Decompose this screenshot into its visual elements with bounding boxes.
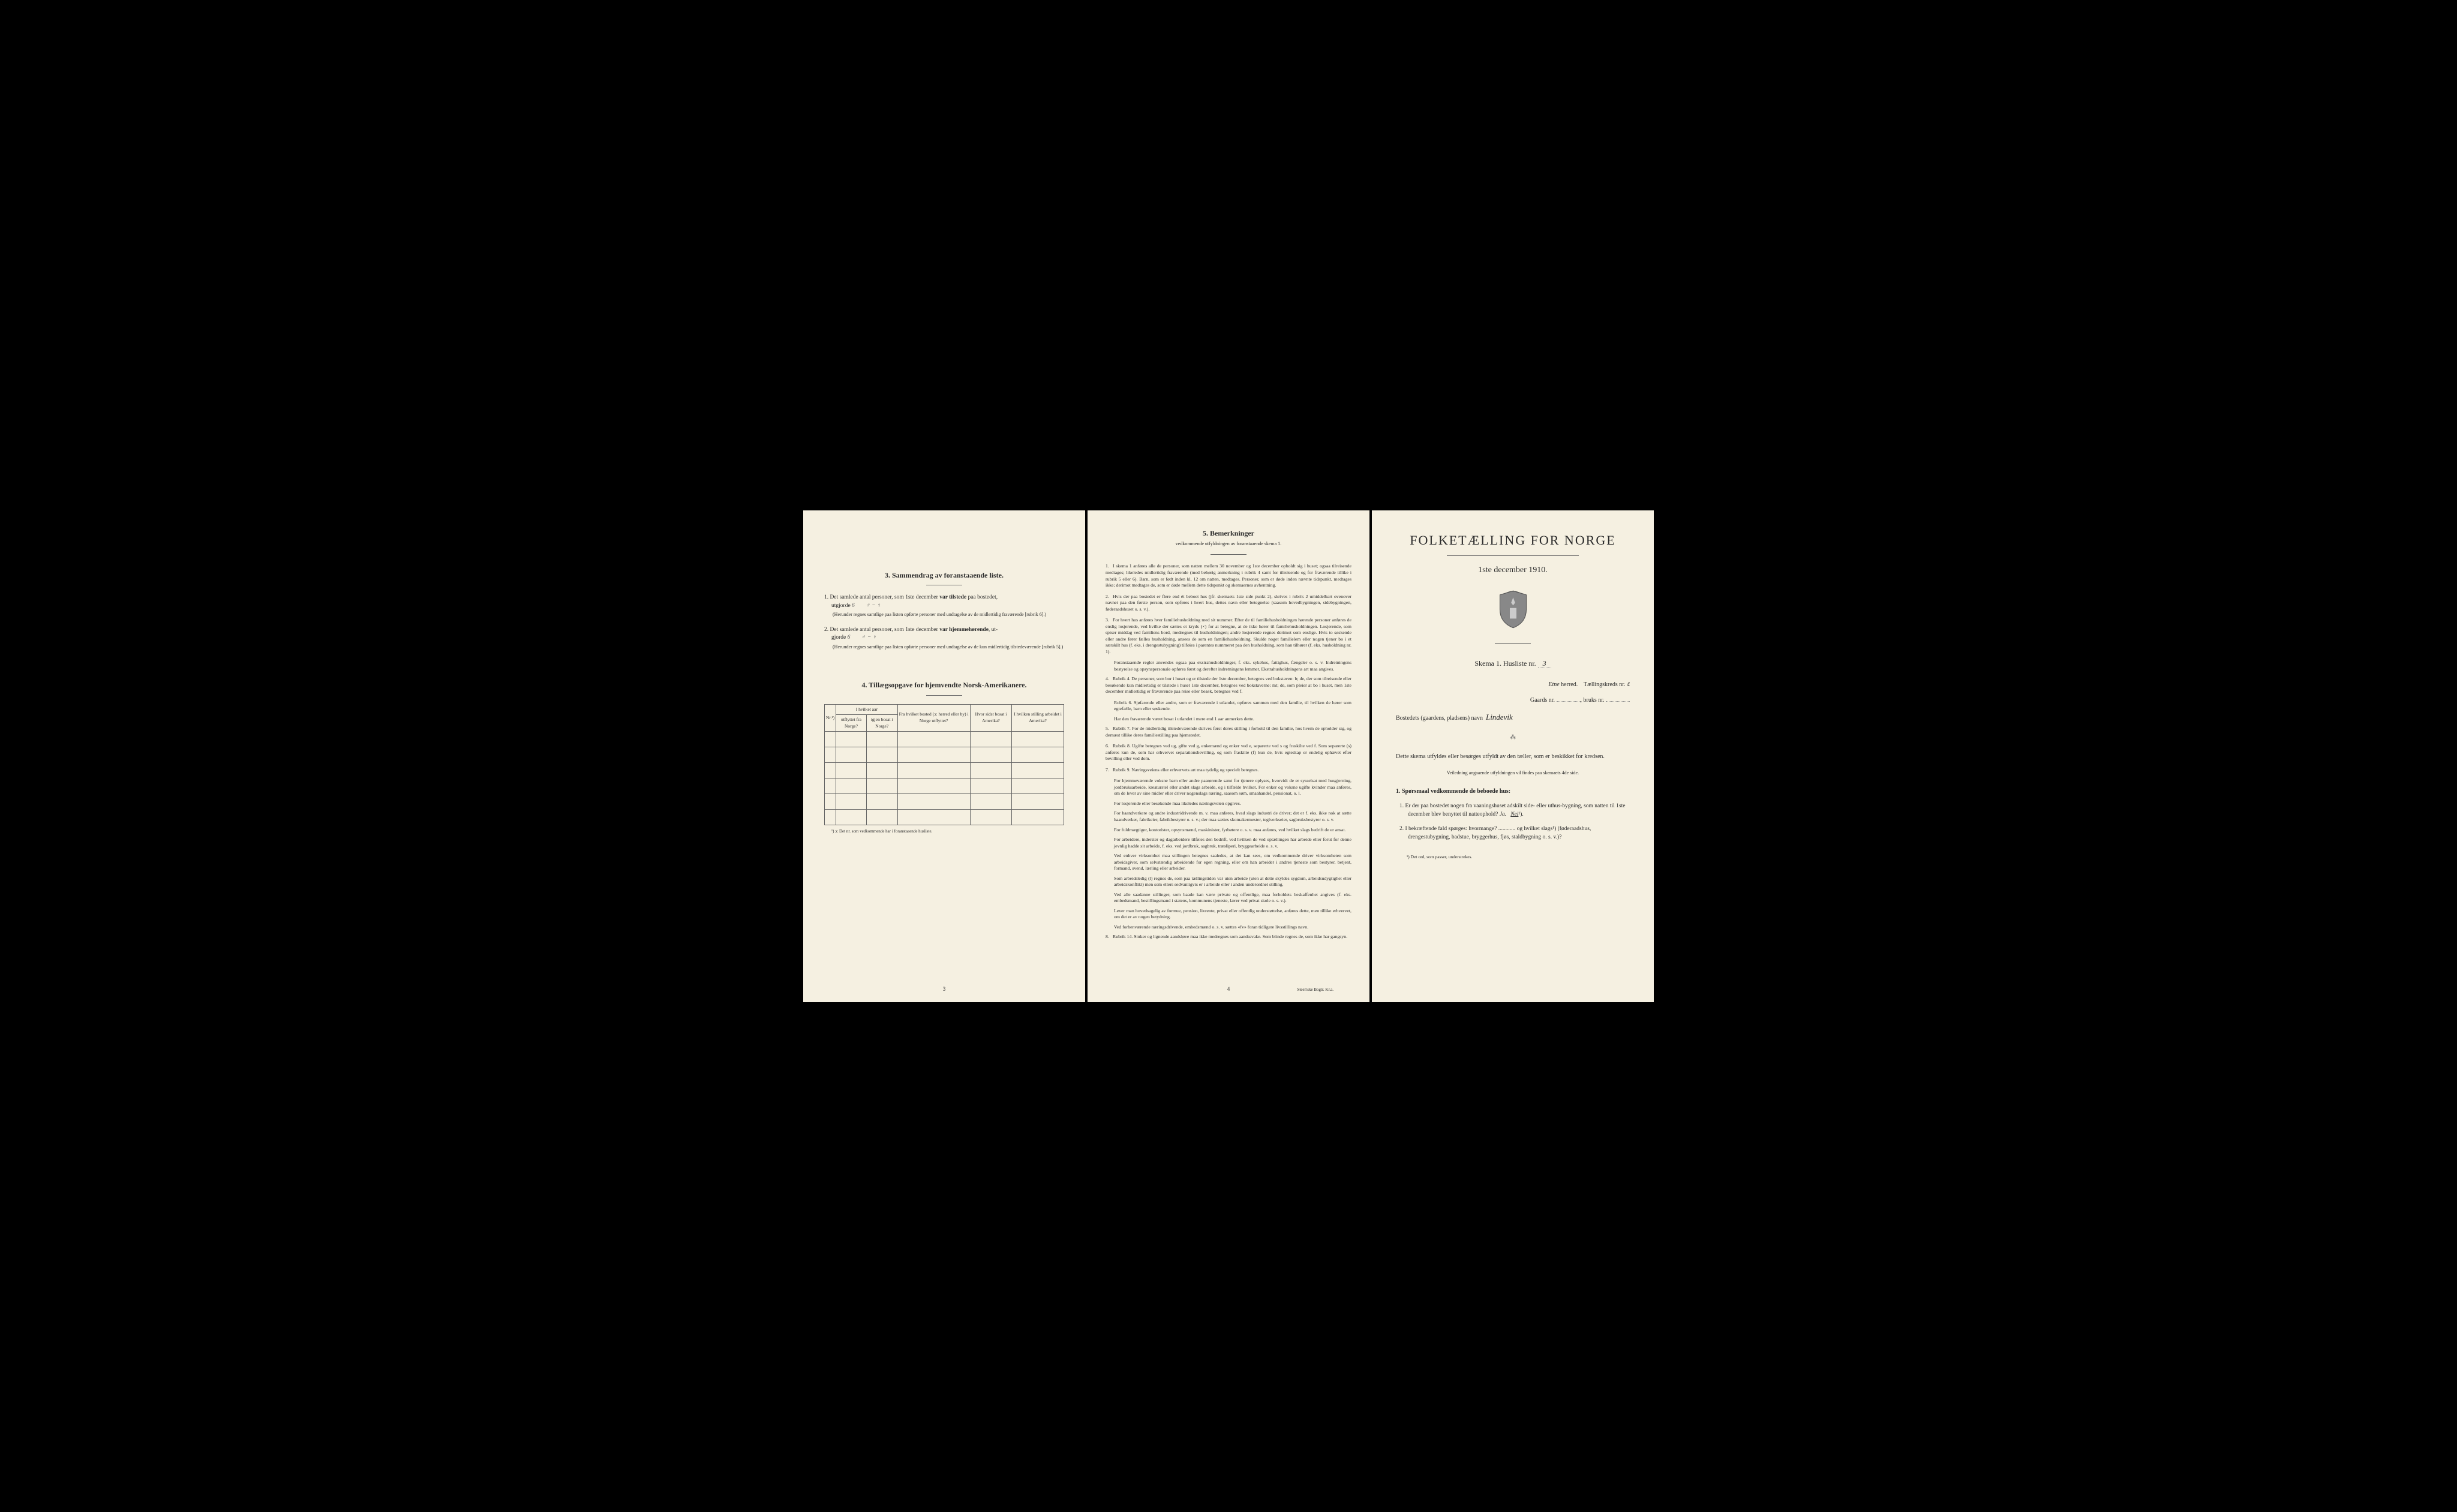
instruction-text: Dette skema utfyldes eller besørges utfy… — [1396, 753, 1630, 761]
table-row — [825, 794, 1064, 810]
hjemme-marks: ♂ − ♀ — [861, 635, 876, 641]
tilstede-count: 6 — [852, 603, 855, 609]
right-footnote: ¹) Det ord, som passer, understrekes. — [1396, 854, 1630, 861]
section-4-heading: 4. Tillægsopgave for hjemvendte Norsk-Am… — [824, 680, 1064, 690]
divider — [1447, 555, 1579, 556]
th-stilling: I hvilken stilling arbeidet i Amerika? — [1012, 704, 1064, 732]
remark-sub: Lever man hovedsagelig av formue, pensio… — [1106, 908, 1351, 921]
remark-sub: Ved alle saadanne stillinger, som baade … — [1106, 892, 1351, 904]
herred-line: Etne herred. Tællingskreds nr. 4 — [1396, 681, 1630, 689]
section-5-sub: vedkommende utfyldningen av foranstaaend… — [1106, 540, 1351, 547]
th-utflyttet: utflyttet fra Norge? — [836, 715, 867, 732]
remark-item: 2.Hvis der paa bostedet er flere end ét … — [1106, 594, 1351, 613]
guidance-text: Veiledning angaaende utfyldningen vil fi… — [1396, 769, 1630, 776]
skema-line: Skema 1. Husliste nr. 3 — [1396, 659, 1630, 669]
bruks-value — [1606, 701, 1630, 702]
remark-item: 4.Rubrik 4. De personer, som bor i huset… — [1106, 676, 1351, 695]
remark-sub: For haandverkere og andre industridriven… — [1106, 810, 1351, 823]
remark-item: 5.Rubrik 7. For de midlertidig tilstedev… — [1106, 726, 1351, 738]
tkreds-value: 4 — [1627, 681, 1630, 688]
remark-sub: For hjemmeværende voksne barn eller andr… — [1106, 778, 1351, 797]
question-section: 1. Spørsmaal vedkommende de beboede hus:… — [1396, 787, 1630, 842]
page-3: 3. Sammendrag av foranstaaende liste. 1.… — [803, 510, 1085, 1002]
remark-sub: Ved enhver virksomhet maa stillingen bet… — [1106, 853, 1351, 872]
section-5-heading: 5. Bemerkninger — [1106, 528, 1351, 539]
th-bosted: Fra hvilket bosted (ɔ: herred eller by) … — [897, 704, 970, 732]
section-3-heading: 3. Sammendrag av foranstaaende liste. — [824, 570, 1064, 581]
table-body — [825, 732, 1064, 825]
herred-value: Etne — [1548, 681, 1559, 688]
ornament-icon: ⁂ — [1396, 734, 1630, 742]
page-4: 5. Bemerkninger vedkommende utfyldningen… — [1088, 510, 1369, 1002]
question-1: 1. Er der paa bostedet nogen fra vaaning… — [1396, 802, 1630, 819]
remark-item: 3.For hvert hus anføres hver familiehush… — [1106, 617, 1351, 655]
remark-sub: Foranstaaende regler anvendes ogsaa paa … — [1106, 660, 1351, 672]
remark-item: 1.I skema 1 anføres alle de personer, so… — [1106, 563, 1351, 588]
page-title: FOLKETÆLLING FOR NORGE 1ste december 191… — [1372, 510, 1654, 1002]
divider — [1211, 554, 1246, 555]
three-page-spread: 3. Sammendrag av foranstaaende liste. 1.… — [803, 510, 1654, 1002]
divider — [1495, 643, 1531, 644]
remark-sub: Har den fraværende været bosat i utlande… — [1106, 716, 1351, 723]
bosted-value: Lindevik — [1486, 713, 1513, 722]
tilstede-marks: ♂ − ♀ — [866, 603, 881, 609]
item1-note: (Herunder regnes samtlige paa listen opf… — [831, 611, 1064, 618]
census-title: FOLKETÆLLING FOR NORGE — [1396, 531, 1630, 550]
summary-item-2: 2. Det samlede antal personer, som 1ste … — [824, 626, 1064, 650]
remark-sub: Rubrik 6. Sjøfarende eller andre, som er… — [1106, 700, 1351, 713]
divider — [926, 695, 962, 696]
table-row — [825, 778, 1064, 794]
remark-item: 7.Rubrik 9. Næringsveiens eller erhverve… — [1106, 767, 1351, 774]
section-4: 4. Tillægsopgave for hjemvendte Norsk-Am… — [824, 680, 1064, 835]
remark-sub: For losjerende eller besøkende maa likel… — [1106, 801, 1351, 807]
table-row — [825, 747, 1064, 763]
page-number: 4 — [1227, 985, 1230, 993]
printer-credit: Steen'ske Bogtr. Kr.a. — [1297, 987, 1333, 993]
gaards-value — [1557, 701, 1581, 702]
remarks-list: 1.I skema 1 anføres alle de personer, so… — [1106, 563, 1351, 940]
summary-item-1: 1. Det samlede antal personer, som 1ste … — [824, 594, 1064, 618]
th-aar-group: I hvilket aar — [836, 704, 897, 715]
remark-sub: Ved forhenværende næringsdrivende, embed… — [1106, 924, 1351, 931]
page-number: 3 — [943, 985, 946, 993]
remark-sub: Som arbeidsledig (l) regnes de, som paa … — [1106, 876, 1351, 888]
husliste-nr: 3 — [1538, 659, 1551, 668]
table-row — [825, 732, 1064, 747]
gaards-line: Gaards nr. , bruks nr. — [1396, 696, 1630, 705]
census-date: 1ste december 1910. — [1396, 564, 1630, 576]
q-heading: 1. Spørsmaal vedkommende de beboede hus: — [1396, 787, 1630, 796]
remark-item: 8.Rubrik 14. Sinker og lignende aandsløv… — [1106, 934, 1351, 940]
remark-item: 6.Rubrik 8. Ugifte betegnes ved ug, gift… — [1106, 743, 1351, 762]
th-amerika: Hvor sidst bosat i Amerika? — [970, 704, 1011, 732]
remark-sub: For arbeidere, inderster og dagarbeidere… — [1106, 837, 1351, 849]
question-2: 2. I bekræftende fald spørges: hvormange… — [1396, 825, 1630, 842]
table-row — [825, 763, 1064, 778]
th-nr: Nr.¹) — [825, 704, 836, 732]
bosted-line: Bostedets (gaardens, pladsens) navn Lind… — [1396, 712, 1630, 723]
coat-of-arms-icon — [1396, 588, 1630, 633]
th-bosat: igjen bosat i Norge? — [866, 715, 897, 732]
remark-sub: For fuldmægtiger, kontorister, opsynsmæn… — [1106, 827, 1351, 834]
table-footnote: ¹) ɔ: Det nr. som vedkommende har i fora… — [824, 829, 1064, 835]
item2-note: (Herunder regnes samtlige paa listen opf… — [831, 644, 1064, 650]
norsk-amerikanere-table: Nr.¹) I hvilket aar Fra hvilket bosted (… — [824, 704, 1064, 826]
hjemme-count: 6 — [848, 635, 851, 641]
table-row — [825, 810, 1064, 825]
answer-nei: Nei — [1510, 811, 1518, 817]
